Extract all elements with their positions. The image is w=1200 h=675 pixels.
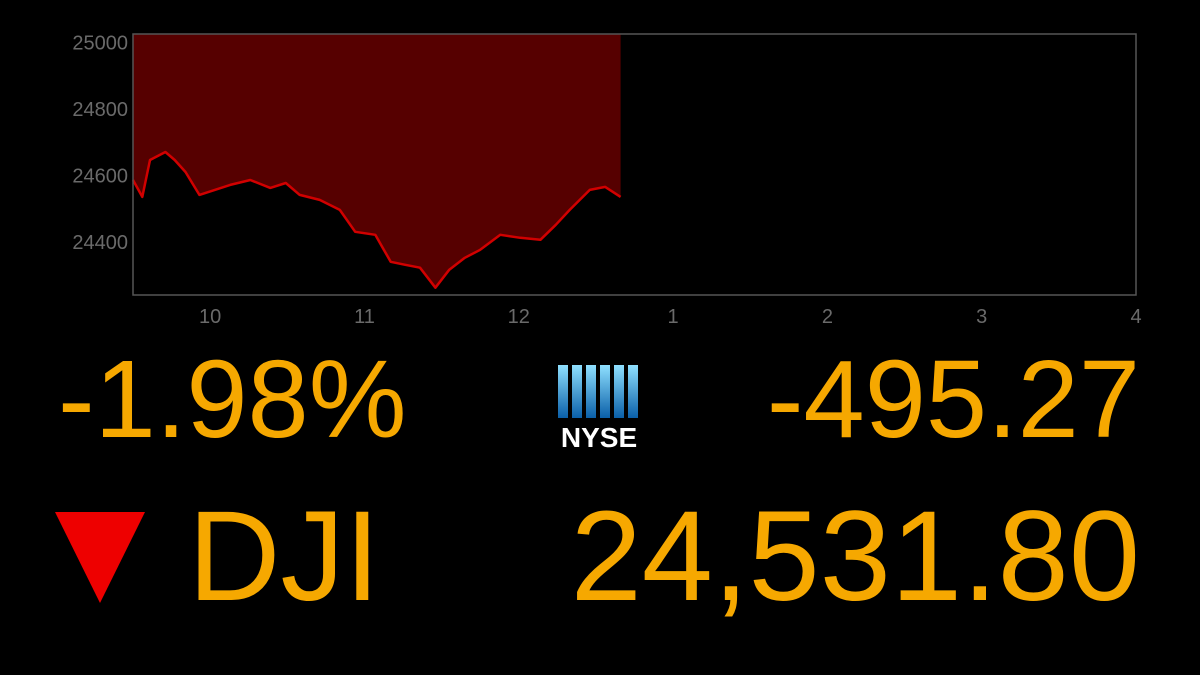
y-tick-label: 24800 [72,99,128,121]
x-tick-label: 10 [199,306,221,328]
last-price: 24,531.80 [571,485,1140,628]
y-tick-label: 25000 [72,32,128,54]
down-arrow [55,512,145,603]
plot-frame [132,33,1137,296]
x-tick-label: 1 [668,306,679,328]
line [131,150,622,289]
y-tick-label: 24600 [72,165,128,187]
symbol: DJI [188,485,380,628]
x-tick-label: 4 [1130,306,1141,328]
percent-change: -1.98% [58,338,407,461]
x-tick-label: 3 [976,306,987,328]
plot [131,34,622,289]
area [133,34,621,288]
y-tick-label: 24400 [72,232,128,254]
nyse-logo: NYSE [558,365,638,453]
x-tick-label: 12 [508,306,530,328]
point-change: -495.27 [767,338,1140,461]
x-tick-label: 2 [822,306,833,328]
exchange: NYSE [561,422,637,453]
x-tick-label: 11 [354,306,375,328]
